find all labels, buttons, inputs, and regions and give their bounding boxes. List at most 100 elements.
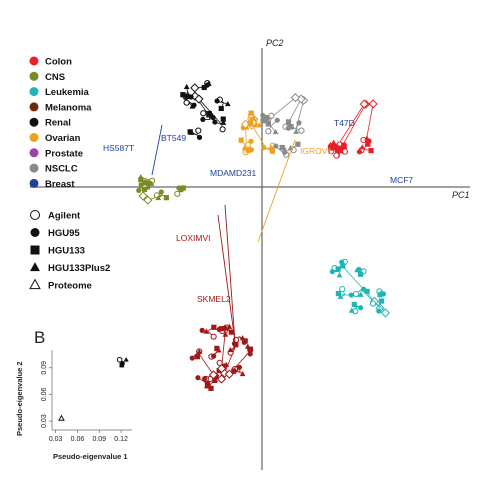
pc2-axis-label: PC2 bbox=[266, 38, 284, 48]
proteome-link bbox=[364, 103, 374, 150]
platform-legend-marker bbox=[30, 262, 40, 272]
legend-label: Ovarian bbox=[45, 133, 81, 144]
legend-label: Colon bbox=[45, 57, 72, 68]
data-point bbox=[184, 93, 190, 99]
data-point bbox=[195, 127, 202, 134]
data-point bbox=[238, 137, 244, 143]
data-point bbox=[137, 174, 144, 180]
cluster-nsclc bbox=[260, 93, 309, 158]
data-point bbox=[200, 110, 207, 117]
data-point bbox=[239, 370, 246, 377]
data-point bbox=[337, 293, 344, 299]
inset-panel-b: B Pseudo-eigenvalue 1 Pseudo-eigenvalue … bbox=[15, 328, 132, 461]
legend-swatch bbox=[29, 56, 39, 66]
platform-legend-marker bbox=[30, 210, 40, 220]
data-point bbox=[248, 110, 254, 116]
data-point bbox=[351, 301, 357, 308]
data-point bbox=[248, 138, 254, 144]
data-point bbox=[263, 116, 270, 122]
data-point bbox=[359, 144, 366, 150]
data-point bbox=[205, 80, 212, 86]
outlier-links bbox=[151, 124, 296, 343]
data-point bbox=[218, 105, 224, 112]
data-point bbox=[203, 383, 210, 389]
proteome-link bbox=[198, 98, 222, 125]
legend-label: Prostate bbox=[45, 148, 83, 159]
data-point bbox=[356, 149, 363, 155]
cluster-melanoma bbox=[189, 323, 254, 391]
legend-swatch bbox=[29, 148, 39, 158]
data-point bbox=[364, 288, 370, 294]
data-point bbox=[369, 300, 377, 307]
data-point bbox=[269, 148, 275, 154]
legend-swatch bbox=[29, 87, 39, 97]
cluster-colon bbox=[327, 99, 378, 159]
data-point bbox=[247, 121, 253, 127]
tissue-legend: Colon CNS Leukemia Melanoma Renal Ovarian Pros… bbox=[29, 56, 92, 190]
data-point bbox=[338, 148, 344, 154]
inset-y-tick-label: 0.03 bbox=[41, 414, 48, 428]
data-point bbox=[261, 144, 267, 151]
data-point bbox=[206, 111, 212, 117]
legend-swatch bbox=[29, 178, 39, 188]
data-point bbox=[199, 327, 205, 333]
data-point bbox=[282, 149, 288, 155]
platform-legend-label: Proteome bbox=[48, 281, 92, 292]
proteome-point bbox=[190, 83, 200, 93]
data-point bbox=[289, 124, 295, 130]
proteome-point bbox=[368, 99, 378, 109]
data-point bbox=[210, 333, 217, 340]
platform-legend-marker bbox=[30, 245, 40, 255]
data-point bbox=[183, 99, 190, 106]
proteome-point bbox=[208, 370, 219, 380]
data-point bbox=[298, 127, 305, 134]
data-point bbox=[357, 271, 364, 277]
proteome-point bbox=[194, 94, 204, 104]
data-point bbox=[155, 194, 162, 201]
data-point bbox=[353, 290, 360, 298]
data-point bbox=[268, 112, 275, 119]
data-point bbox=[138, 182, 145, 188]
data-point bbox=[285, 119, 292, 125]
proteome-link bbox=[197, 351, 214, 376]
legend-label: Breast bbox=[45, 179, 75, 190]
data-point bbox=[196, 134, 203, 140]
data-point bbox=[378, 298, 385, 304]
data-point bbox=[335, 290, 341, 297]
data-point bbox=[201, 84, 207, 91]
cell-line-label: MDAMD231 bbox=[210, 168, 257, 178]
data-point bbox=[214, 98, 220, 104]
data-point bbox=[158, 189, 164, 195]
data-point bbox=[208, 385, 214, 391]
main-axes: PC1 PC2 bbox=[30, 38, 470, 470]
proteome-point bbox=[380, 308, 390, 318]
cluster-cns bbox=[136, 174, 186, 205]
data-point bbox=[268, 144, 275, 151]
data-point bbox=[180, 92, 186, 98]
proteome-point bbox=[216, 363, 227, 374]
skmel2-link bbox=[224, 204, 236, 343]
proteome-point bbox=[138, 191, 148, 201]
data-point bbox=[183, 83, 190, 90]
data-point bbox=[281, 144, 287, 151]
data-point bbox=[231, 368, 237, 374]
data-point bbox=[296, 120, 302, 126]
data-point bbox=[212, 119, 218, 125]
data-point bbox=[247, 346, 254, 352]
cell-line-labels: HS587T BT549 MDAMD231 IGROV1 T47D MCF7 LOXIMVI… bbox=[103, 118, 413, 304]
pc1-axis-label: PC1 bbox=[452, 190, 470, 200]
data-point bbox=[265, 128, 272, 135]
data-point bbox=[211, 353, 217, 359]
data-point bbox=[273, 143, 279, 149]
data-point bbox=[195, 375, 201, 381]
data-point bbox=[260, 118, 266, 124]
data-point bbox=[219, 126, 226, 133]
platform-legend-label: Agilent bbox=[48, 211, 81, 222]
cell-line-label: T47D bbox=[334, 118, 355, 128]
platform-legend-label: HGU95 bbox=[48, 228, 80, 239]
platform-legend-label: HGU133 bbox=[48, 246, 85, 257]
data-point bbox=[141, 186, 148, 192]
data-point bbox=[335, 266, 341, 272]
cell-line-label: IGROV1 bbox=[300, 146, 332, 156]
data-point bbox=[376, 308, 382, 314]
